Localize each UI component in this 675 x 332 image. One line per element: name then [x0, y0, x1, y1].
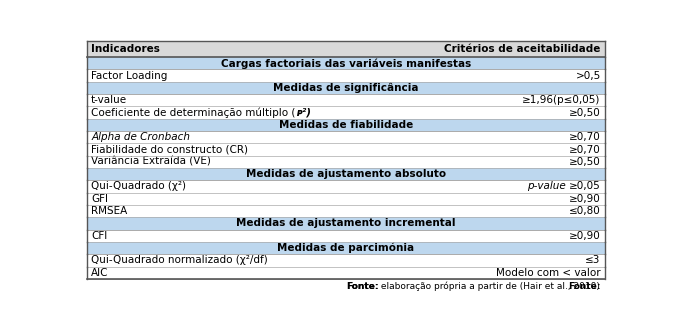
- Text: ≥0,90: ≥0,90: [569, 194, 601, 204]
- Bar: [87, 94, 605, 106]
- Text: ≥1,96(p≤0,05): ≥1,96(p≤0,05): [522, 95, 601, 105]
- Bar: [87, 41, 605, 57]
- Text: AIC: AIC: [91, 268, 109, 278]
- Text: CFI: CFI: [91, 231, 107, 241]
- Bar: [87, 254, 605, 267]
- Text: Medidas de significância: Medidas de significância: [273, 83, 418, 93]
- Bar: [87, 69, 605, 82]
- Bar: [87, 205, 605, 217]
- Text: ≥0,90: ≥0,90: [569, 231, 601, 241]
- Text: Modelo com < valor: Modelo com < valor: [496, 268, 601, 278]
- Text: ≥0,05: ≥0,05: [569, 182, 601, 192]
- Text: Qui-Quadrado (χ²): Qui-Quadrado (χ²): [91, 182, 186, 192]
- Text: ≥0,70: ≥0,70: [569, 144, 601, 154]
- Bar: [87, 267, 605, 279]
- Bar: [87, 180, 605, 193]
- Bar: [87, 119, 605, 131]
- Text: elaboração própria a partir de (Hair et al., 2010): elaboração própria a partir de (Hair et …: [379, 282, 600, 291]
- Text: Variância Extraída (VE): Variância Extraída (VE): [91, 157, 211, 167]
- Text: t-value: t-value: [91, 95, 128, 105]
- Text: ≥0,70: ≥0,70: [569, 132, 601, 142]
- Bar: [87, 242, 605, 254]
- Text: Medidas de fiabilidade: Medidas de fiabilidade: [279, 120, 413, 130]
- Text: Medidas de ajustamento absoluto: Medidas de ajustamento absoluto: [246, 169, 446, 179]
- Text: Indicadores: Indicadores: [91, 44, 160, 54]
- Bar: [87, 156, 605, 168]
- Text: Medidas de ajustamento incremental: Medidas de ajustamento incremental: [236, 218, 456, 228]
- Text: RMSEA: RMSEA: [91, 206, 128, 216]
- Text: Factor Loading: Factor Loading: [91, 71, 167, 81]
- Bar: [87, 143, 605, 156]
- Text: >0,5: >0,5: [576, 71, 601, 81]
- Text: Fonte:: Fonte:: [346, 282, 379, 291]
- Bar: [87, 82, 605, 94]
- Text: ᴘ²): ᴘ²): [296, 108, 310, 118]
- Text: Medidas de parcimónia: Medidas de parcimónia: [277, 243, 414, 253]
- Text: Alpha de Cronbach: Alpha de Cronbach: [91, 132, 190, 142]
- Text: Cargas factoriais das variáveis manifestas: Cargas factoriais das variáveis manifest…: [221, 58, 471, 68]
- Bar: [87, 131, 605, 143]
- Text: ≤3: ≤3: [585, 255, 601, 265]
- Bar: [87, 193, 605, 205]
- Bar: [87, 57, 605, 69]
- Text: GFI: GFI: [91, 194, 108, 204]
- Text: ≤0,80: ≤0,80: [569, 206, 601, 216]
- Bar: [87, 168, 605, 180]
- Text: Fonte:: Fonte:: [568, 282, 600, 291]
- Bar: [87, 230, 605, 242]
- Text: Qui-Quadrado normalizado (χ²/df): Qui-Quadrado normalizado (χ²/df): [91, 255, 268, 265]
- Text: Critérios de aceitabilidade: Critérios de aceitabilidade: [444, 44, 601, 54]
- Text: Coeficiente de determinação múltiplo (: Coeficiente de determinação múltiplo (: [91, 107, 296, 118]
- Text: Fiabilidade do constructo (CR): Fiabilidade do constructo (CR): [91, 144, 248, 154]
- Bar: [87, 106, 605, 119]
- Text: ≥0,50: ≥0,50: [569, 157, 601, 167]
- Text: p-value: p-value: [527, 182, 569, 192]
- Bar: [87, 217, 605, 230]
- Text: ≥0,50: ≥0,50: [569, 108, 601, 118]
- Text: Fonte:: Fonte:: [346, 282, 379, 291]
